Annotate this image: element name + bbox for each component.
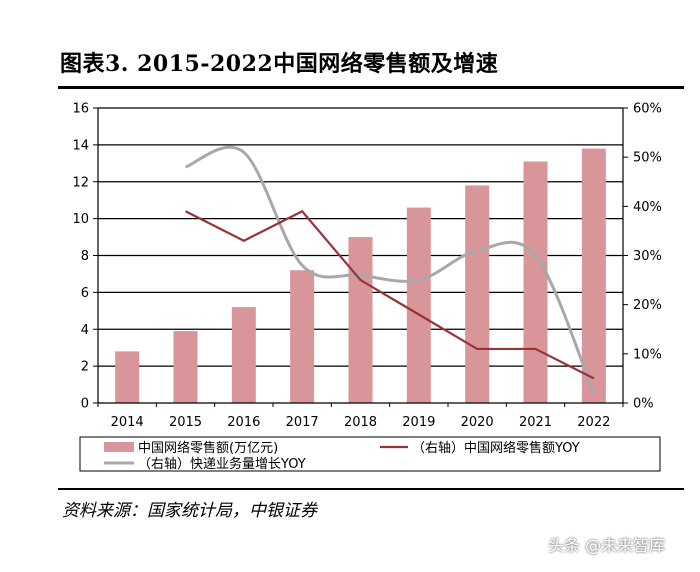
bar	[348, 237, 373, 403]
left-tick-label: 8	[81, 249, 89, 264]
figure-title: 图表3. 2015-2022中国网络零售额及增速	[60, 51, 499, 77]
x-tick-label: 2016	[227, 415, 260, 430]
x-tick-label: 2019	[402, 415, 435, 430]
axes: 0 2 4 6 8 10 12 14 16 0% 10% 20% 30% 40% 50% 60% 2014 201…	[72, 102, 661, 431]
x-tick-label: 2021	[519, 415, 552, 430]
bar	[406, 207, 431, 403]
chart: 0 2 4 6 8 10 12 14 16 0% 10% 20% 30% 40% 50% 60% 2014 201…	[72, 102, 661, 473]
legend-box	[79, 436, 661, 472]
x-tick-label: 2015	[169, 415, 202, 430]
x-tick-label: 2017	[286, 415, 319, 430]
bar-series	[115, 148, 606, 403]
legend: 中国网络零售额(万亿元) （右轴）中国网络零售额YOY （右轴）快递业务量增长YOY	[79, 436, 661, 472]
bar	[581, 148, 606, 403]
bar	[290, 270, 315, 403]
bar	[115, 351, 140, 403]
legend-label-red-line: （右轴）中国网络零售额YOY	[412, 440, 580, 456]
x-tick-label: 2020	[461, 415, 494, 430]
right-tick-label: 50%	[633, 151, 662, 166]
bar	[523, 161, 548, 403]
courier-volume-yoy-line	[184, 145, 596, 394]
left-tick-label: 16	[72, 102, 89, 117]
left-tick-label: 10	[72, 212, 89, 227]
bar	[465, 185, 490, 403]
right-tick-label: 10%	[633, 347, 662, 362]
legend-swatch-bar	[104, 442, 134, 452]
legend-label-gray-line: （右轴）快递业务量增长YOY	[138, 456, 306, 472]
x-tick-label: 2014	[111, 415, 144, 430]
right-tick-label: 40%	[633, 200, 662, 215]
watermark: 头条 @未来智库	[548, 536, 666, 555]
left-tick-label: 12	[72, 175, 89, 190]
bar	[231, 307, 256, 403]
right-tick-label: 20%	[633, 298, 662, 313]
line-series	[184, 145, 596, 394]
x-tick-label: 2018	[344, 415, 377, 430]
legend-label-bar: 中国网络零售额(万亿元)	[138, 440, 278, 456]
left-tick-label: 2	[81, 360, 89, 375]
right-tick-label: 30%	[633, 249, 662, 264]
right-tick-label: 0%	[633, 397, 654, 412]
source-rule	[58, 488, 684, 490]
title-rule	[58, 86, 684, 89]
x-tick-label: 2022	[577, 415, 610, 430]
left-tick-label: 14	[72, 138, 89, 153]
source-note: 资料来源：国家统计局，中银证券	[62, 501, 317, 521]
online-retail-yoy-line	[185, 209, 595, 380]
left-tick-label: 0	[81, 397, 89, 412]
left-tick-label: 4	[81, 323, 89, 338]
right-tick-label: 60%	[633, 102, 662, 117]
bar	[173, 331, 198, 403]
left-tick-label: 6	[81, 286, 89, 301]
